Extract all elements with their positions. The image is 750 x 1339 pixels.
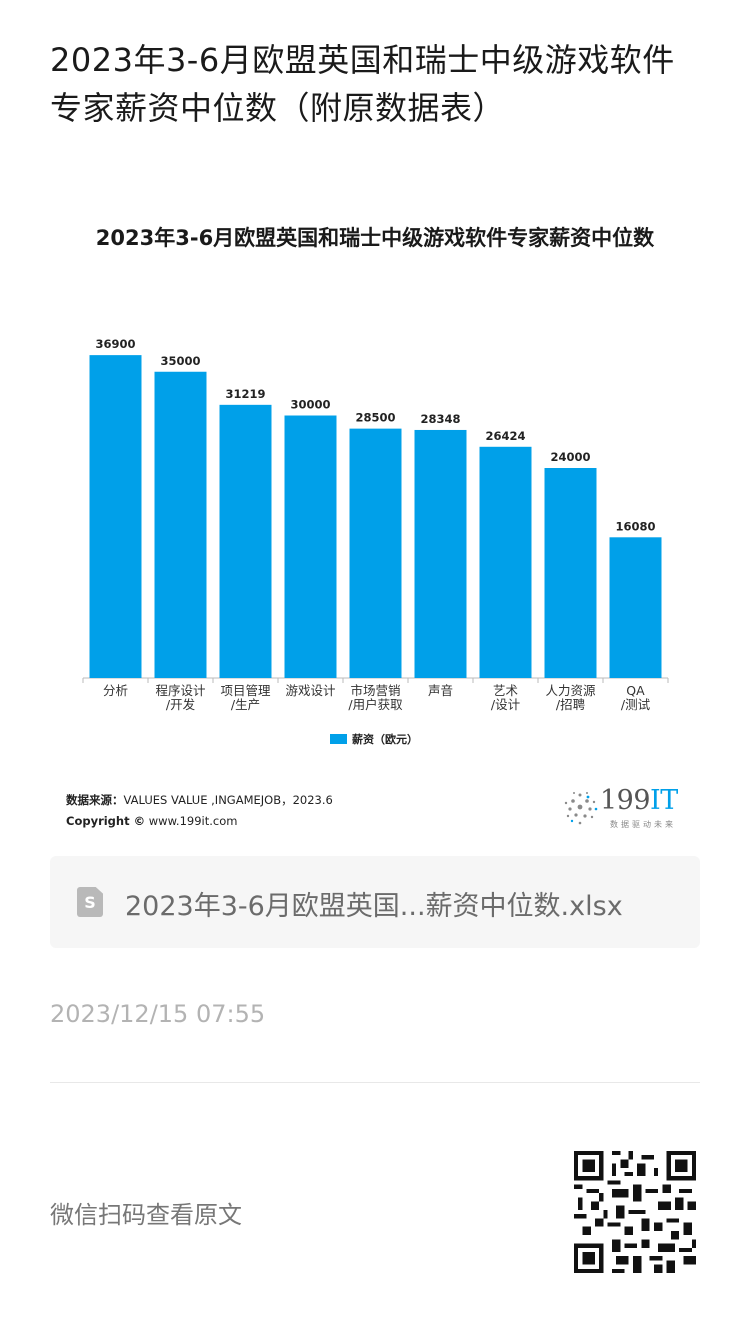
copyright-text: www.199it.com	[148, 814, 238, 828]
x-tick-label: /设计	[491, 697, 520, 712]
bar-value-label: 36900	[95, 337, 135, 351]
x-tick-label: /生产	[231, 697, 260, 712]
bar-value-label: 24000	[550, 450, 590, 464]
bar-value-label: 16080	[615, 519, 655, 533]
bar	[414, 429, 467, 678]
bar-chart: 36900 分析 35000 程序设计/开发 31219 项目管理/生产 30000 游戏设计…	[82, 337, 669, 746]
bar-value-label: 30000	[290, 398, 330, 412]
logo-slogan: 数据驱动未来	[610, 820, 676, 829]
bar	[349, 428, 402, 678]
bar-value-label: 28348	[420, 412, 460, 426]
copyright-label: Copyright ©	[66, 814, 146, 828]
x-tick-label: 声音	[428, 683, 453, 698]
x-tick-label: 项目管理	[220, 683, 271, 698]
logo-it-text: IT	[650, 785, 678, 816]
attachment-file-card[interactable]: S 2023年3-6月欧盟英国...薪资中位数.xlsx	[50, 856, 700, 948]
x-tick-label: 游戏设计	[285, 683, 335, 698]
bar-value-label: 35000	[160, 354, 200, 368]
bar-value-label: 28500	[355, 411, 395, 425]
logo-main-text: 199	[600, 785, 651, 816]
publish-timestamp: 2023/12/15 07:55	[50, 1000, 266, 1028]
logo-mark-icon	[564, 792, 598, 825]
file-name[interactable]: 2023年3-6月欧盟英国...薪资中位数.xlsx	[125, 891, 623, 922]
divider	[50, 1082, 700, 1083]
chart-source: 数据来源：VALUES VALUE ,INGAMEJOB，2023.6 Copy…	[66, 790, 333, 832]
bar	[544, 468, 597, 678]
legend-label: 薪资（欧元）	[352, 732, 418, 746]
bar-value-label: 31219	[225, 387, 265, 401]
x-tick-label: /测试	[621, 697, 651, 712]
scan-to-view-text: 微信扫码查看原文	[50, 1201, 242, 1229]
x-tick-label: 分析	[103, 683, 128, 698]
x-tick-label: 艺术	[493, 683, 519, 698]
x-tick-label: /招聘	[556, 697, 585, 712]
x-tick-label: 人力资源	[545, 683, 596, 698]
qr-code-icon[interactable]	[574, 1151, 696, 1273]
bar	[609, 537, 662, 678]
bar	[219, 404, 272, 678]
x-tick-label: 程序设计	[155, 683, 205, 698]
199it-logo: 199IT 数据驱动未来	[558, 785, 693, 833]
bar	[89, 355, 142, 678]
bar	[154, 371, 207, 678]
chart-card: 2023年3-6月欧盟英国和瑞士中级游戏软件专家薪资中位数 36900 分析 350…	[50, 200, 700, 840]
source-text: VALUES VALUE ,INGAMEJOB，2023.6	[123, 793, 333, 807]
bar	[284, 415, 337, 678]
x-tick-label: /用户获取	[348, 697, 403, 712]
source-label: 数据来源：	[66, 793, 124, 807]
bar-value-label: 26424	[485, 429, 525, 443]
x-tick-label: /开发	[166, 697, 196, 712]
legend-swatch	[330, 734, 347, 744]
spreadsheet-file-icon: S	[77, 887, 103, 917]
bar	[479, 446, 532, 678]
chart-title: 2023年3-6月欧盟英国和瑞士中级游戏软件专家薪资中位数	[95, 226, 655, 250]
x-tick-label: 市场营销	[350, 683, 400, 698]
article-title: 2023年3-6月欧盟英国和瑞士中级游戏软件专家薪资中位数（附原数据表）	[50, 41, 675, 127]
x-tick-label: QA	[626, 683, 645, 698]
